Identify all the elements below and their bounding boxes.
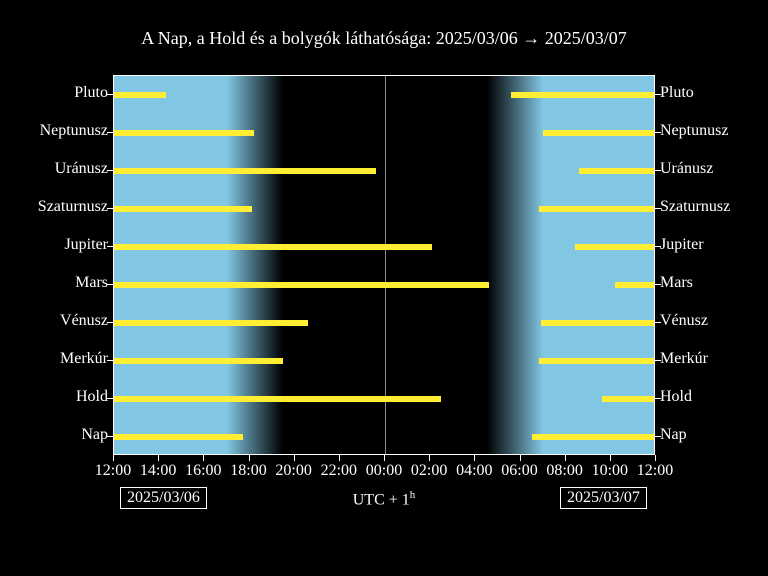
visibility-bar bbox=[114, 358, 283, 364]
visibility-bar bbox=[539, 206, 655, 212]
time-tick-label: 20:00 bbox=[275, 462, 311, 480]
time-tick-label: 00:00 bbox=[366, 462, 402, 480]
body-label-right: Vénusz bbox=[660, 312, 708, 330]
time-tick-label: 04:00 bbox=[456, 462, 492, 480]
time-tick-label: 22:00 bbox=[321, 462, 357, 480]
body-label-right: Nap bbox=[660, 426, 687, 444]
body-label-left: Hold bbox=[76, 388, 108, 406]
time-tick-label: 18:00 bbox=[230, 462, 266, 480]
body-label-left: Mars bbox=[75, 274, 108, 292]
visibility-bar bbox=[602, 396, 655, 402]
visibility-bar bbox=[575, 244, 655, 250]
time-tick-label: 12:00 bbox=[95, 462, 131, 480]
body-label-right: Uránusz bbox=[660, 160, 713, 178]
visibility-bar bbox=[539, 358, 655, 364]
body-label-right: Pluto bbox=[660, 84, 694, 102]
visibility-bar bbox=[114, 92, 166, 98]
body-label-right: Szaturnusz bbox=[660, 198, 730, 216]
time-tick-label: 06:00 bbox=[501, 462, 537, 480]
time-tick-label: 10:00 bbox=[592, 462, 628, 480]
body-label-left: Szaturnusz bbox=[38, 198, 108, 216]
time-tick-label: 02:00 bbox=[411, 462, 447, 480]
visibility-chart: A Nap, a Hold és a bolygók láthatósága: … bbox=[0, 0, 768, 576]
visibility-bar bbox=[114, 320, 308, 326]
body-label-right: Neptunusz bbox=[660, 122, 728, 140]
body-label-right: Merkúr bbox=[660, 350, 708, 368]
time-tick-label: 14:00 bbox=[140, 462, 176, 480]
body-label-right: Jupiter bbox=[660, 236, 704, 254]
plot-area bbox=[113, 75, 655, 455]
visibility-bar bbox=[114, 282, 489, 288]
visibility-bar bbox=[114, 396, 441, 402]
visibility-bar bbox=[532, 434, 655, 440]
visibility-bar bbox=[579, 168, 655, 174]
visibility-bar bbox=[541, 320, 655, 326]
body-label-left: Jupiter bbox=[64, 236, 108, 254]
visibility-bar bbox=[114, 168, 376, 174]
visibility-bar bbox=[114, 434, 243, 440]
body-label-right: Hold bbox=[660, 388, 692, 406]
body-label-left: Merkúr bbox=[60, 350, 108, 368]
visibility-bar bbox=[543, 130, 655, 136]
body-label-left: Vénusz bbox=[60, 312, 108, 330]
body-label-left: Uránusz bbox=[55, 160, 108, 178]
time-tick-label: 08:00 bbox=[546, 462, 582, 480]
body-label-right: Mars bbox=[660, 274, 693, 292]
time-tick-label: 16:00 bbox=[185, 462, 221, 480]
visibility-bar bbox=[114, 130, 254, 136]
visibility-bar bbox=[511, 92, 655, 98]
timezone-label: UTC + 1h bbox=[0, 489, 768, 509]
body-label-left: Nap bbox=[81, 426, 108, 444]
visibility-bar bbox=[114, 244, 432, 250]
visibility-bar bbox=[615, 282, 655, 288]
visibility-bar bbox=[114, 206, 252, 212]
chart-title: A Nap, a Hold és a bolygók láthatósága: … bbox=[0, 28, 768, 49]
time-tick-label: 12:00 bbox=[637, 462, 673, 480]
body-label-left: Neptunusz bbox=[40, 122, 108, 140]
body-label-left: Pluto bbox=[74, 84, 108, 102]
